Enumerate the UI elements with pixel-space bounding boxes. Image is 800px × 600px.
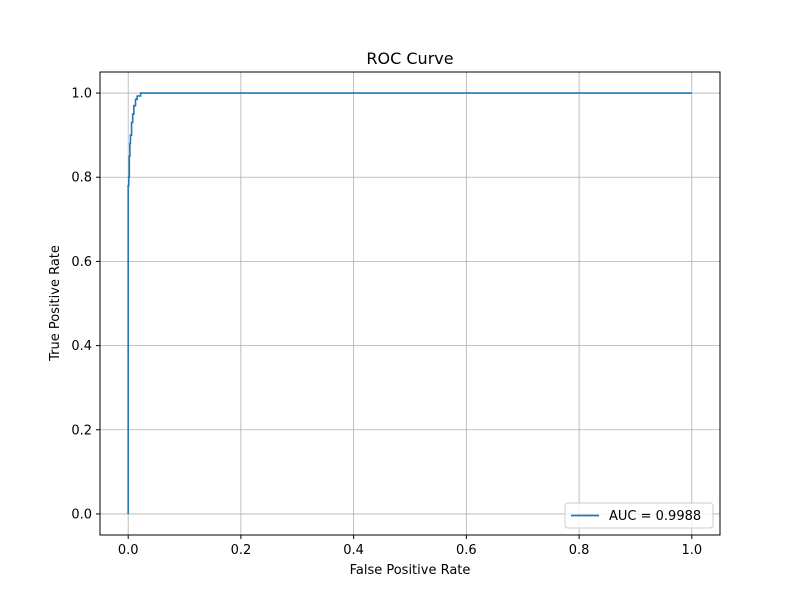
y-tick-label: 1.0 bbox=[71, 87, 92, 102]
x-tick-label: 0.8 bbox=[569, 543, 590, 558]
y-tick-label: 0.0 bbox=[71, 507, 92, 522]
y-tick-label: 0.6 bbox=[71, 255, 92, 270]
x-tick-label: 0.0 bbox=[118, 543, 139, 558]
series-layer bbox=[127, 92, 692, 514]
y-tick-label: 0.8 bbox=[71, 171, 92, 186]
x-tick-label: 0.6 bbox=[456, 543, 477, 558]
legend: AUC = 0.9988 bbox=[564, 502, 714, 529]
chart-title: ROC Curve bbox=[366, 49, 453, 68]
legend-box bbox=[564, 502, 714, 529]
y-axis-label: True Positive Rate bbox=[48, 245, 63, 362]
x-tick-label: 0.2 bbox=[231, 543, 252, 558]
x-tick-label: 1.0 bbox=[681, 543, 702, 558]
grid-layer bbox=[100, 72, 720, 535]
plot-frame bbox=[99, 71, 721, 536]
roc-curve-line bbox=[127, 92, 692, 514]
y-tick-label: 0.2 bbox=[71, 423, 92, 438]
x-axis-label: False Positive Rate bbox=[350, 563, 471, 578]
tick-layer: 0.0 0.2 0.4 0.6 0.8 1.0 0.0 0.2 0.4 0.6 0.8 1.0 bbox=[71, 87, 702, 558]
legend-label: AUC = 0.9988 bbox=[609, 509, 701, 524]
y-tick-label: 0.4 bbox=[71, 339, 92, 354]
x-tick-label: 0.4 bbox=[343, 543, 364, 558]
